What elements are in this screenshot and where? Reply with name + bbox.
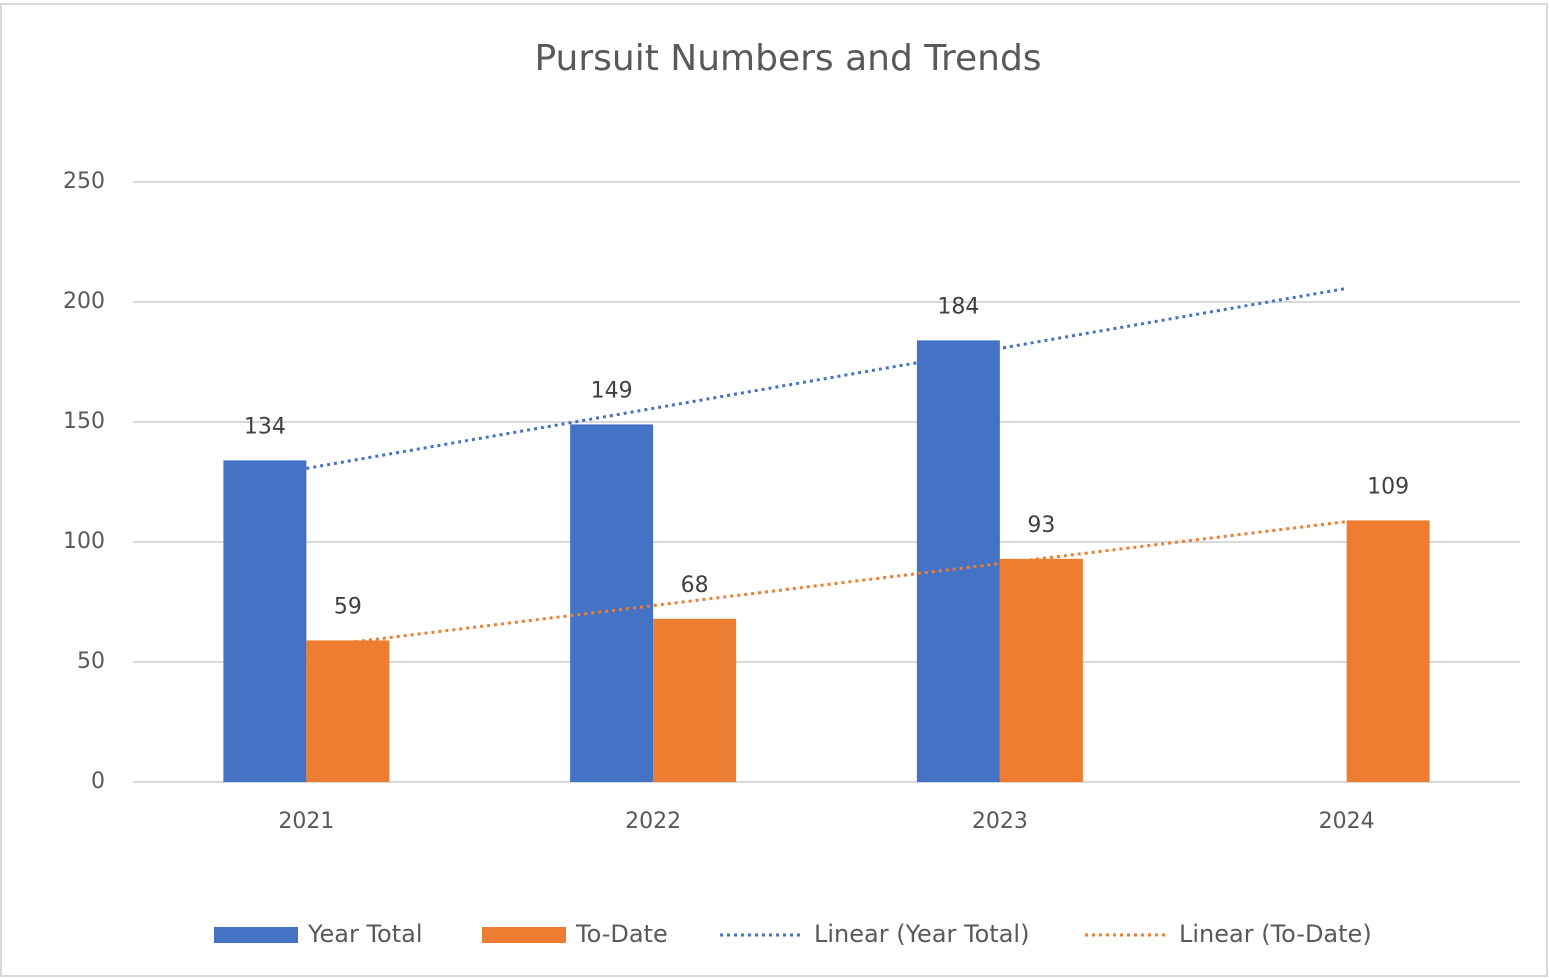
y-tick-label: 150 (63, 409, 105, 434)
bar (653, 618, 737, 782)
data-label: 149 (591, 378, 633, 403)
trend-line (306, 286, 1347, 470)
y-tick-label: 50 (77, 649, 105, 674)
x-tick-label: 2023 (972, 809, 1028, 834)
bar (306, 640, 390, 782)
bar (916, 340, 1000, 782)
x-tick-label: 2024 (1319, 809, 1375, 834)
y-tick-label: 0 (91, 769, 105, 794)
x-tick-label: 2022 (625, 809, 681, 834)
legend-label: Linear (Year Total) (814, 920, 1029, 948)
bar (1346, 520, 1430, 782)
data-label: 93 (1027, 513, 1055, 538)
bar (223, 460, 307, 782)
y-tick-label: 100 (63, 529, 105, 554)
chart-title: Pursuit Numbers and Trends (534, 38, 1041, 79)
y-tick-label: 200 (63, 289, 105, 314)
legend-label: Year Total (307, 920, 423, 948)
y-tick-label: 250 (63, 169, 105, 194)
legend-label: To-Date (575, 920, 668, 948)
x-tick-label: 2021 (278, 809, 334, 834)
data-label: 184 (937, 294, 979, 319)
data-label: 59 (334, 594, 362, 619)
bar (570, 424, 654, 782)
legend-swatch (214, 927, 298, 943)
bar (999, 558, 1083, 782)
legend-swatch (482, 927, 566, 943)
data-label: 134 (244, 414, 286, 439)
data-label: 109 (1367, 474, 1409, 499)
data-label: 68 (681, 573, 709, 598)
legend-label: Linear (To-Date) (1179, 920, 1372, 948)
